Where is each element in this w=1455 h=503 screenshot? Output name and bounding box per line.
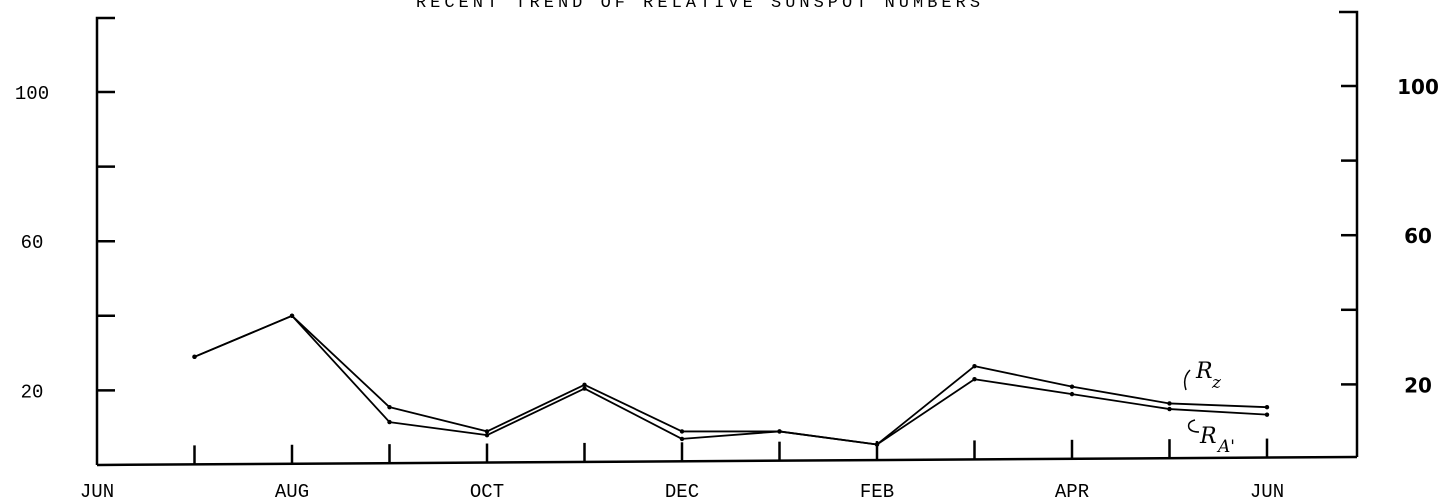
data-point	[679, 436, 685, 442]
legend-subscript-z: z	[1211, 373, 1222, 393]
left-y-tick-label: 60	[21, 232, 44, 254]
x-axis-labels: JUN AUG OCT DEC FEB APR JUN	[80, 481, 1284, 503]
data-point	[582, 382, 587, 388]
x-tick-label: DEC	[665, 481, 699, 503]
series-line-ra	[194, 314, 1268, 446]
legend-bracket-lower	[1187, 419, 1200, 433]
right-y-axis-ticks	[1341, 84, 1357, 386]
data-point	[192, 354, 197, 360]
x-tick-label: OCT	[470, 481, 504, 503]
legend-label-rz: R	[1195, 359, 1213, 384]
chart-axes	[95, 10, 1359, 467]
data-point	[387, 404, 392, 410]
legend-bracket-upper	[1183, 369, 1191, 391]
data-point	[1069, 384, 1075, 389]
data-point	[1264, 404, 1270, 410]
right-y-tick-label: 20	[1404, 373, 1432, 397]
right-y-axis-labels: 100 60 20	[1397, 75, 1439, 397]
data-point	[1167, 401, 1172, 406]
data-point	[1264, 412, 1270, 417]
data-point	[777, 429, 782, 434]
x-axis-ticks	[193, 438, 1269, 465]
data-point	[484, 429, 490, 434]
series-line-rz	[194, 314, 1268, 446]
left-y-axis-labels: 100 60 20	[15, 83, 49, 403]
legend-subscript-a: A'	[1216, 437, 1235, 457]
left-y-tick-label: 20	[21, 381, 44, 403]
data-point	[874, 442, 880, 447]
data-point	[289, 313, 295, 318]
data-point	[972, 377, 977, 382]
x-axis-line	[96, 455, 1358, 467]
data-point	[1167, 406, 1172, 412]
data-point	[387, 419, 392, 425]
data-point	[1069, 391, 1075, 397]
x-tick-label: FEB	[860, 481, 894, 503]
chart-title: RECENT TREND OF RELATIVE SUNSPOT NUMBERS	[416, 0, 984, 13]
x-tick-label: APR	[1055, 481, 1089, 503]
data-point	[972, 363, 977, 369]
data-point	[582, 386, 587, 391]
left-y-tick-label: 100	[15, 83, 49, 105]
right-y-tick-label: 60	[1404, 224, 1432, 248]
x-tick-label: AUG	[275, 481, 309, 503]
left-y-axis-ticks	[97, 90, 115, 392]
x-tick-label: JUN	[1250, 481, 1284, 503]
right-y-tick-label: 100	[1397, 75, 1439, 99]
x-tick-label: JUN	[80, 481, 114, 503]
data-point	[484, 432, 490, 438]
data-series	[192, 313, 1270, 447]
data-point	[679, 429, 685, 434]
legend-label-ra: R	[1199, 424, 1217, 449]
